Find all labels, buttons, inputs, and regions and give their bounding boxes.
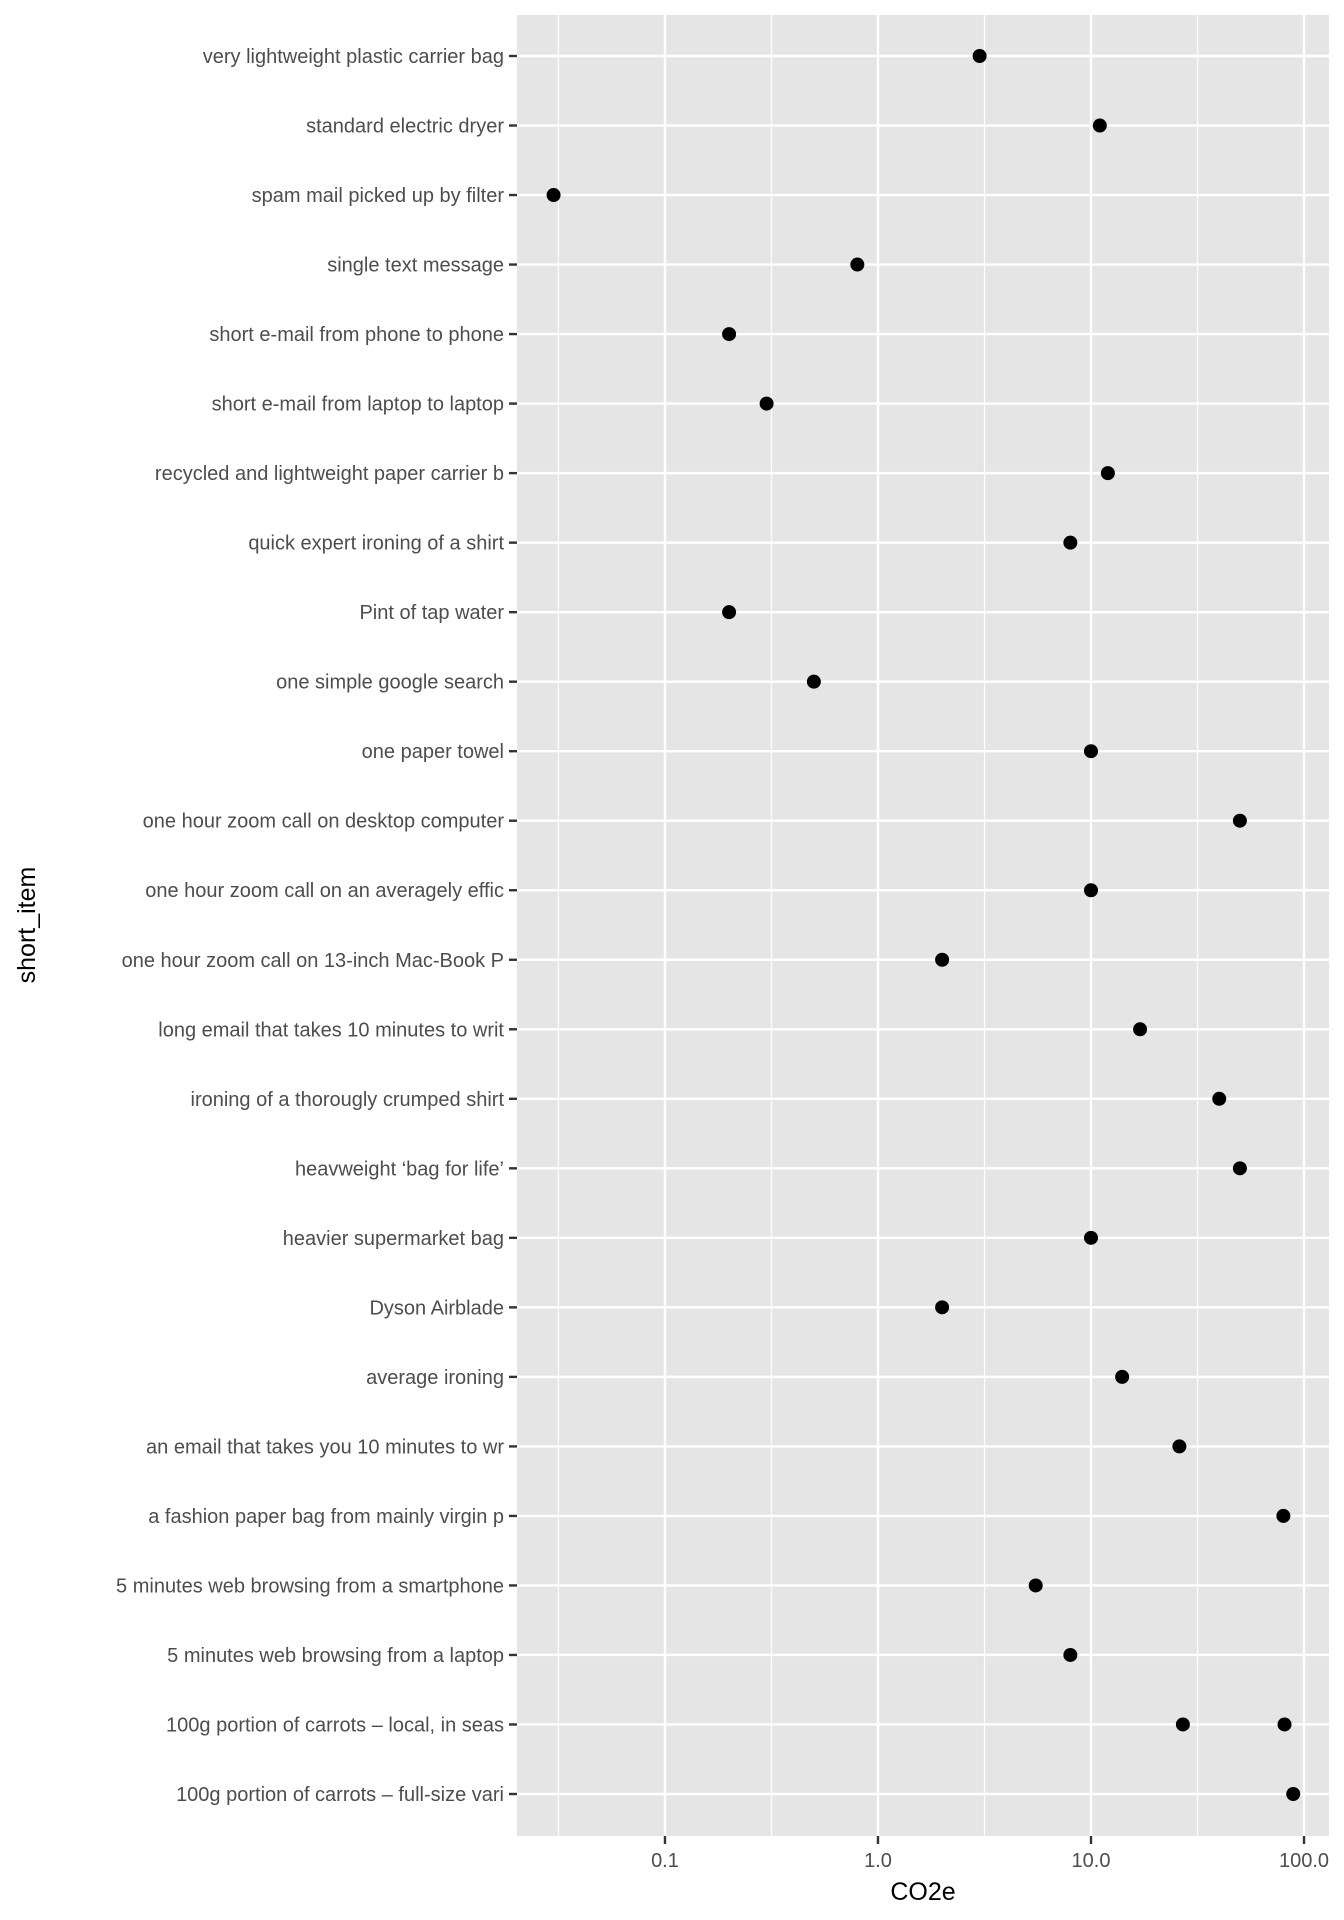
y-tick-label: short e-mail from laptop to laptop [212, 394, 504, 416]
data-point [1232, 813, 1247, 828]
panel-background [517, 15, 1329, 1836]
y-tick-label: one paper towel [362, 741, 504, 763]
y-tick-label: 100g portion of carrots – full-size vari [176, 1784, 504, 1806]
y-tick-label: single text message [327, 255, 504, 277]
x-axis-title: CO2e [890, 1878, 955, 1906]
data-point [1277, 1717, 1292, 1732]
minor-gridlines [557, 15, 1199, 1836]
data-point [1028, 1578, 1043, 1593]
data-point [1100, 466, 1115, 481]
data-point [972, 49, 987, 63]
data-point [1063, 535, 1078, 550]
y-tick-label: quick expert ironing of a shirt [248, 533, 504, 555]
x-tick-label: 0.1 [651, 1850, 679, 1872]
y-tick-label: spam mail picked up by filter [252, 185, 505, 207]
data-point [546, 188, 561, 203]
y-tick-label: standard electric dryer [306, 116, 504, 138]
y-tick-label: one hour zoom call on desktop computer [143, 811, 505, 833]
y-tick-label: one hour zoom call on an averagely effic [145, 880, 504, 902]
major-gridlines [517, 15, 1329, 1836]
data-point [722, 605, 737, 620]
y-tick-label: heavier supermarket bag [283, 1228, 504, 1250]
data-point [1232, 1161, 1247, 1176]
data-point [1286, 1787, 1301, 1801]
data-point [1212, 1091, 1227, 1106]
data-points [546, 49, 1301, 1801]
y-tick-label: heavweight ‘bag for life’ [295, 1158, 504, 1180]
y-tick-label: recycled and lightweight paper carrier b [155, 463, 504, 485]
data-point [806, 674, 821, 689]
x-tick-label: 1.0 [864, 1850, 892, 1872]
data-point [935, 1300, 950, 1315]
y-tick-label: ironing of a thorougly crumped shirt [191, 1089, 505, 1111]
y-tick-label: 5 minutes web browsing from a laptop [167, 1645, 504, 1667]
y-tick-label: 5 minutes web browsing from a smartphone [116, 1575, 504, 1597]
y-axis: very lightweight plastic carrier bag stan… [116, 46, 517, 1806]
y-tick-label: 100g portion of carrots – local, in seas [166, 1714, 504, 1736]
data-point [1276, 1508, 1291, 1523]
y-tick-label: Dyson Airblade [369, 1297, 504, 1319]
x-tick-label: 10.0 [1072, 1850, 1111, 1872]
data-point [1115, 1369, 1130, 1384]
data-point [935, 952, 950, 967]
data-point [1133, 1022, 1148, 1037]
data-point [850, 257, 865, 272]
y-tick-label: a fashion paper bag from mainly virgin p [148, 1506, 504, 1528]
y-tick-label: one hour zoom call on 13-inch Mac-Book P [122, 950, 504, 972]
data-point [1084, 883, 1099, 898]
y-tick-label: Pint of tap water [359, 602, 504, 624]
y-tick-label: short e-mail from phone to phone [209, 324, 504, 346]
y-tick-label: very lightweight plastic carrier bag [203, 46, 504, 68]
y-tick-label: one simple google search [276, 672, 504, 694]
data-point [722, 327, 737, 342]
data-point [1175, 1717, 1190, 1732]
data-point [1084, 1230, 1099, 1245]
y-axis-title: short_item [13, 867, 41, 984]
data-point [1084, 744, 1099, 759]
y-tick-label: average ironing [366, 1367, 504, 1389]
data-point [1092, 118, 1107, 133]
y-tick-label: long email that takes 10 minutes to writ [158, 1019, 504, 1041]
x-tick-label: 100.0 [1279, 1850, 1329, 1872]
x-axis: 0.1 1.0 10.0 100.0 [651, 1836, 1329, 1872]
data-point [759, 396, 774, 411]
data-point [1172, 1439, 1187, 1454]
y-tick-label: an email that takes you 10 minutes to wr [146, 1436, 504, 1458]
data-point [1063, 1647, 1078, 1662]
